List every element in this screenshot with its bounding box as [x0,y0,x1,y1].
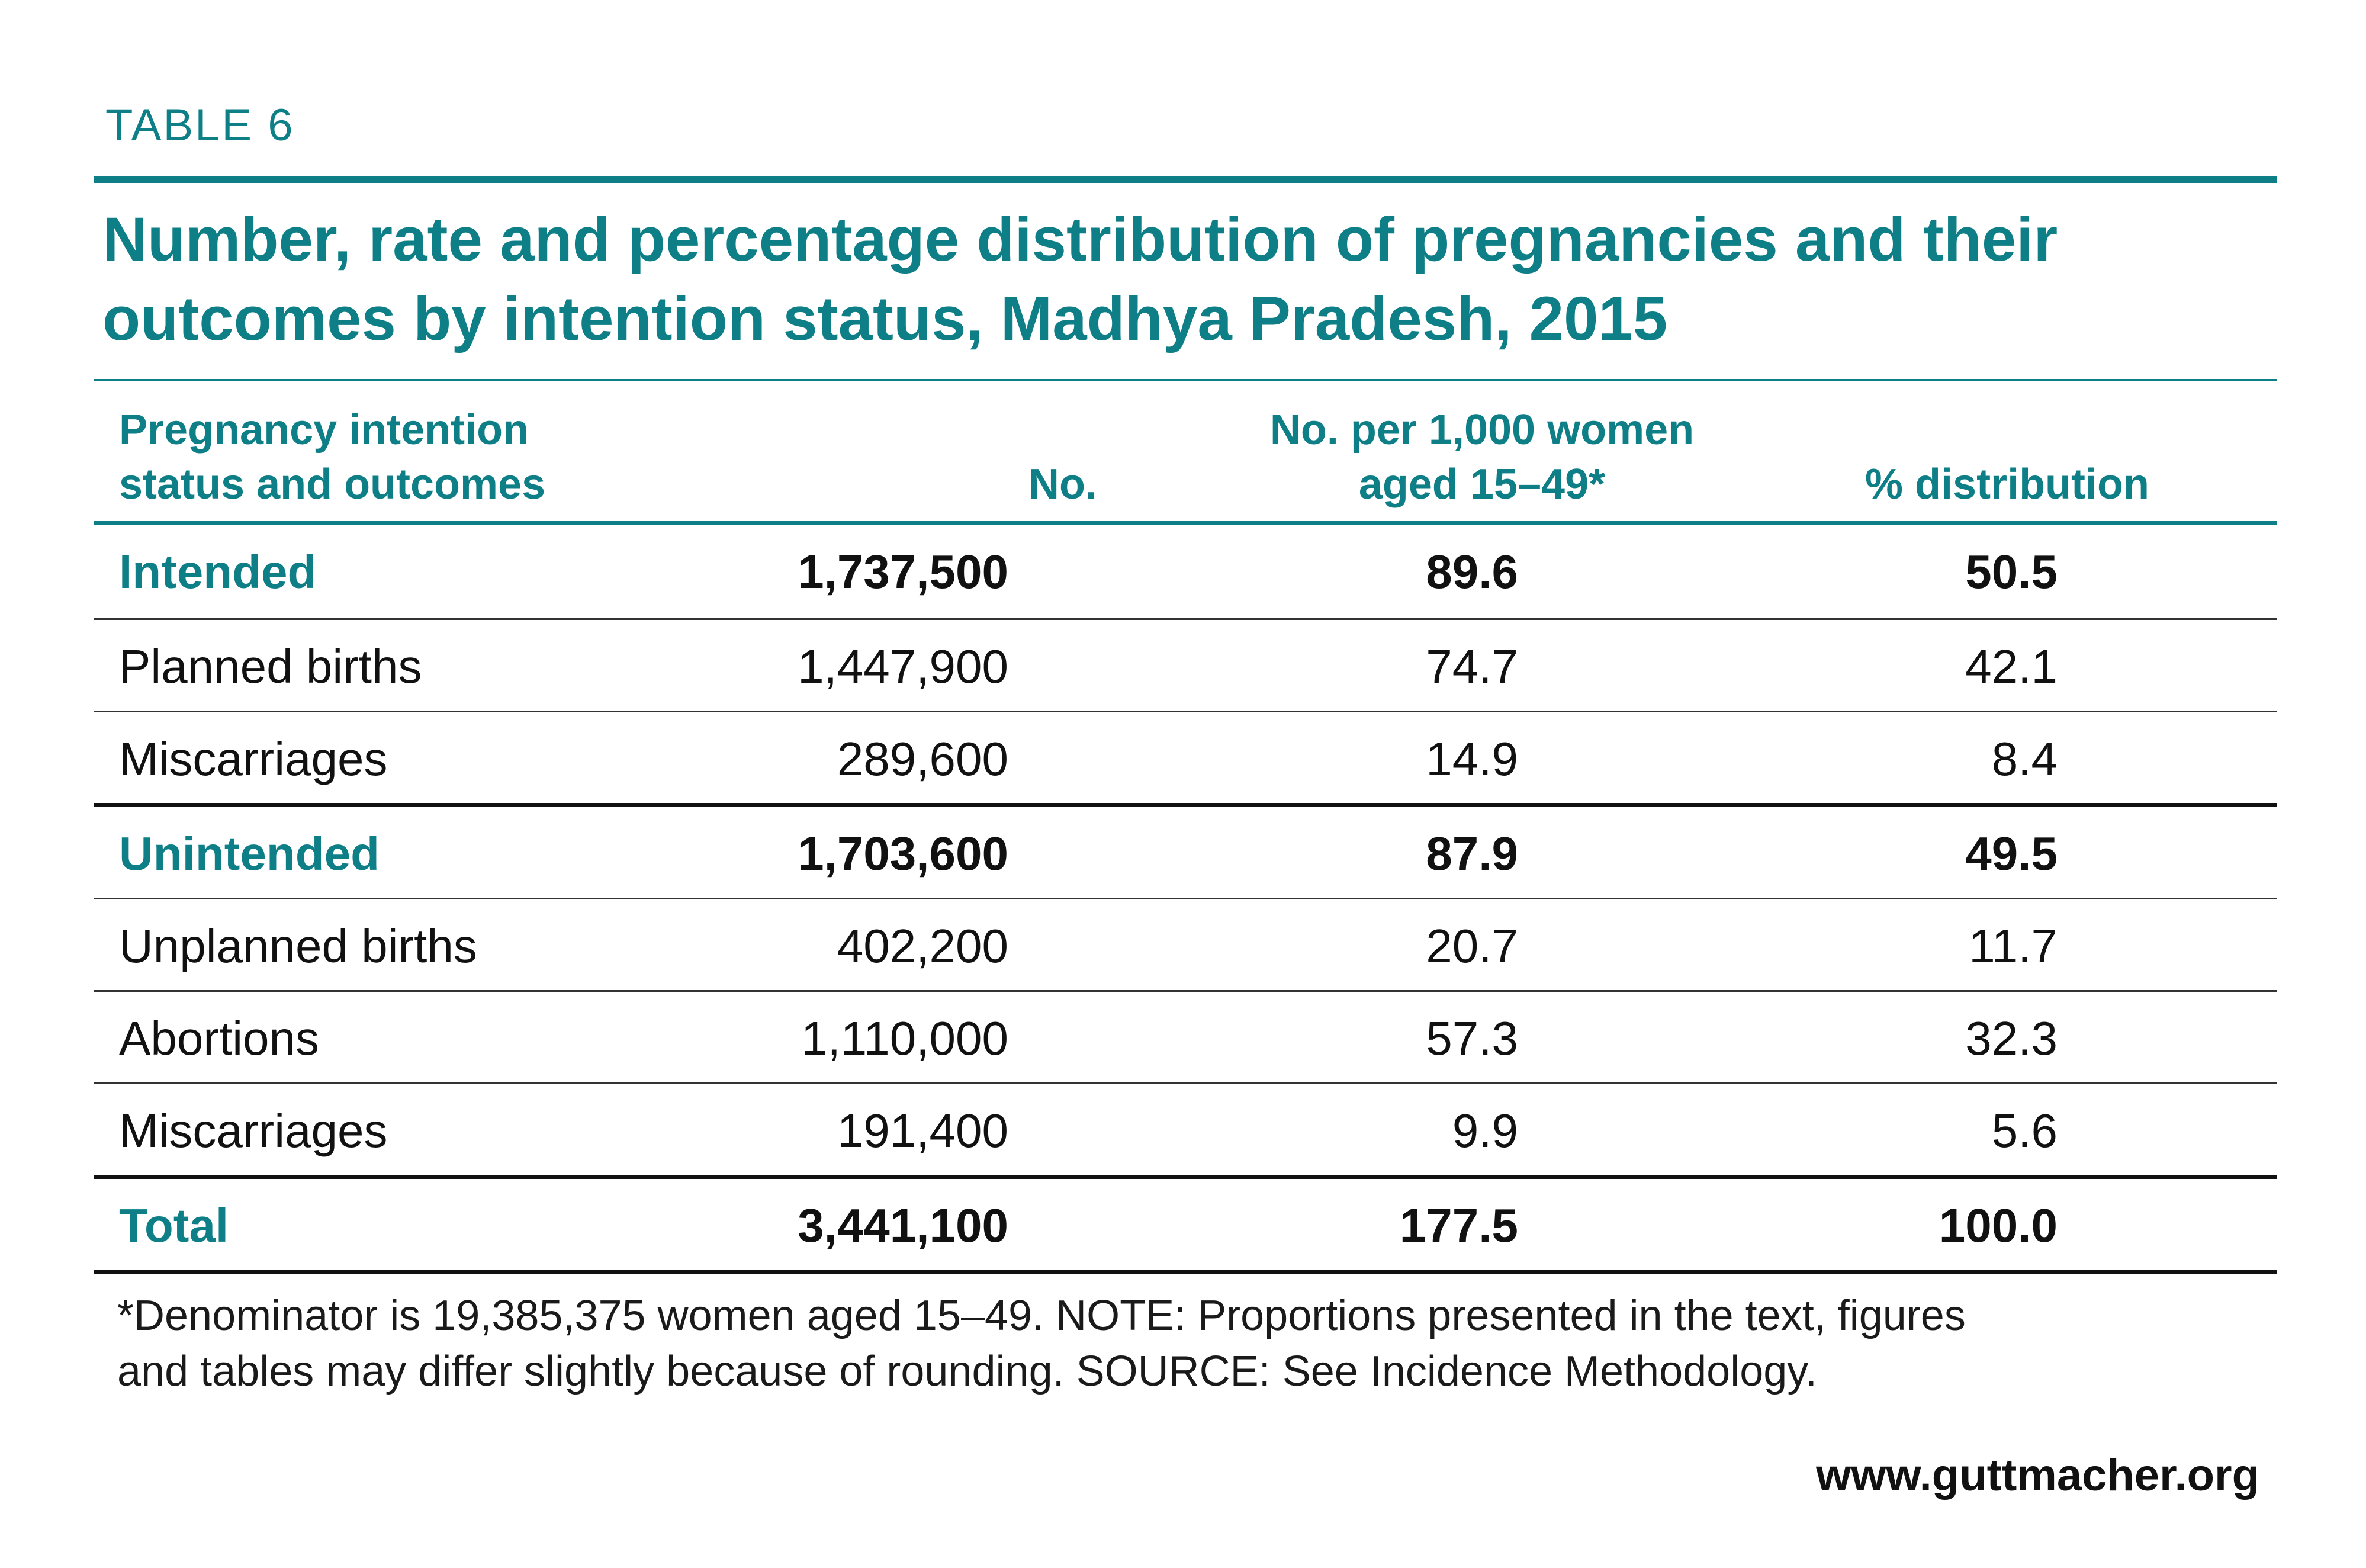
bottom-rule [94,1270,2277,1274]
group-divider [94,1175,2277,1179]
row-number: 289,600 [837,732,1008,785]
row-number: 191,400 [837,1104,1008,1157]
row-label: Total [119,1199,229,1252]
row-rate: 177.5 [1399,1199,1518,1252]
row-divider [94,1082,2277,1084]
row-pct: 50.5 [1965,545,2058,598]
row-pct: 49.5 [1965,827,2058,880]
table-row-miscarriages-unintended: Miscarriages 191,400 9.9 5.6 [94,1084,2277,1177]
header-rate: No. per 1,000 women aged 15–49* [1186,403,1778,512]
table-row-total: Total 3,441,100 177.5 100.0 [94,1179,2277,1272]
footnote-line2: and tables may differ slightly because o… [117,1348,1817,1395]
row-rate: 74.7 [1426,640,1518,693]
table-title: Number, rate and percentage distribution… [102,205,2058,354]
row-divider [94,711,2277,712]
footnote-line1: *Denominator is 19,385,375 women aged 15… [117,1292,1966,1339]
row-pct: 8.4 [1991,732,2058,785]
header-number: No. [1028,461,1097,508]
top-rule [94,176,2277,183]
table-number-label: TABLE 6 [105,100,295,150]
row-rate: 87.9 [1426,827,1518,880]
table-row-intended: Intended 1,737,500 89.6 50.5 [94,525,2277,618]
row-pct: 32.3 [1965,1012,2058,1065]
table-row-unplanned-births: Unplanned births 402,200 20.7 11.7 [94,899,2277,992]
row-rate: 20.7 [1426,920,1518,972]
row-label: Intended [119,545,317,598]
header-rule [94,521,2277,525]
header-category-line1: Pregnancy intention [119,406,529,454]
row-pct: 100.0 [1939,1199,2058,1252]
table-row-abortions: Abortions 1,110,000 57.3 32.3 [94,992,2277,1085]
row-label: Unplanned births [119,920,477,972]
header-rate-line2: aged 15–49* [1358,461,1606,508]
row-label: Miscarriages [119,1104,388,1157]
footnote: *Denominator is 19,385,375 women aged 15… [117,1288,2272,1399]
title-rule [94,379,2277,381]
header-pct: % distribution [1865,461,2149,508]
row-number: 3,441,100 [798,1199,1008,1252]
row-rate: 57.3 [1426,1012,1518,1065]
header-category-line2: status and outcomes [119,461,546,508]
group-divider [94,803,2277,807]
row-number: 1,703,600 [798,827,1008,880]
row-number: 1,737,500 [798,545,1008,598]
header-rate-line1: No. per 1,000 women [1269,406,1695,454]
header-category: Pregnancy intention status and outcomes [119,403,545,512]
row-number: 1,110,000 [801,1012,1008,1065]
row-rate: 89.6 [1426,545,1518,598]
row-label: Abortions [119,1012,319,1065]
row-pct: 5.6 [1991,1104,2058,1157]
row-number: 402,200 [837,920,1008,972]
row-pct: 11.7 [1969,920,2058,972]
table-row-miscarriages-intended: Miscarriages 289,600 14.9 8.4 [94,712,2277,805]
row-divider [94,990,2277,992]
row-label: Miscarriages [119,732,388,785]
row-label: Unintended [119,827,380,880]
row-divider [94,898,2277,899]
row-rate: 9.9 [1452,1104,1518,1157]
table-row-unintended: Unintended 1,703,600 87.9 49.5 [94,807,2277,900]
row-pct: 42.1 [1965,640,2058,693]
website-url: www.guttmacher.org [1816,1450,2259,1500]
row-number: 1,447,900 [798,640,1008,693]
row-rate: 14.9 [1426,732,1518,785]
table-row-planned-births: Planned births 1,447,900 74.7 42.1 [94,620,2277,713]
row-divider [94,618,2277,620]
row-label: Planned births [119,640,422,693]
